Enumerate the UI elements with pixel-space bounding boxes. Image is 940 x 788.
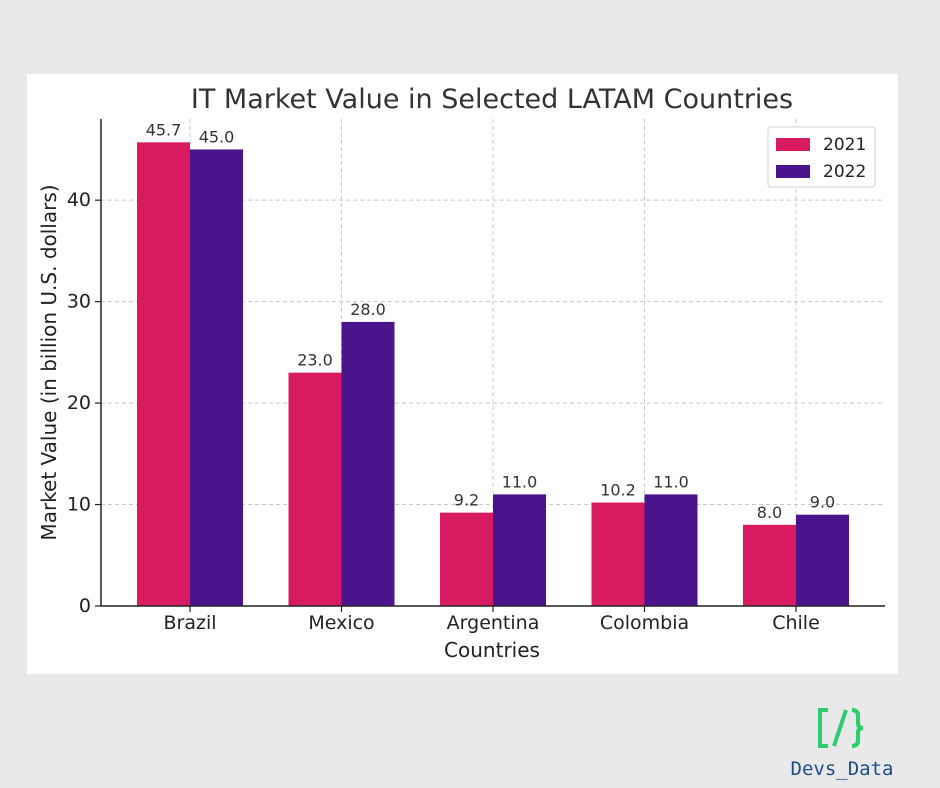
bar — [743, 524, 796, 606]
legend-label: 2021 — [823, 135, 866, 155]
bar-value-label: 9.2 — [454, 491, 479, 510]
bar-value-label: 23.0 — [297, 351, 333, 370]
bars — [137, 142, 849, 606]
brand-name: Devs_Data — [790, 758, 894, 780]
legend: 2021 2022 — [767, 126, 876, 188]
bar-chart: IT Market Value in Selected LATAM Countr… — [37, 84, 885, 662]
chart-card: IT Market Value in Selected LATAM Countr… — [27, 74, 898, 674]
bar — [493, 494, 546, 606]
y-tick-label: 10 — [67, 494, 91, 516]
bar — [796, 514, 849, 606]
x-tick-label: Mexico — [308, 612, 374, 634]
bar-value-label: 11.0 — [502, 472, 538, 491]
axes: 0 10 20 30 40 Brazil Mexico Argentina Colombia Ch… — [67, 119, 885, 634]
bar — [190, 149, 243, 606]
bar — [137, 142, 190, 606]
bar-value-label: 9.0 — [810, 493, 835, 512]
brand: Devs_Data — [780, 706, 904, 782]
code-brackets-slash-icon — [818, 708, 864, 748]
y-tick-label: 40 — [67, 189, 91, 211]
x-tick-label: Argentina — [447, 612, 540, 634]
x-tick-label: Colombia — [600, 612, 689, 634]
y-tick-label: 0 — [79, 595, 91, 617]
bar-value-labels: 45.7 45.0 23.0 28.0 9.2 11.0 10.2 11.0 8.0 9.0 — [146, 120, 836, 521]
bar-value-label: 28.0 — [350, 300, 386, 319]
y-tick-label: 30 — [67, 291, 91, 313]
bar-value-label: 10.2 — [600, 481, 636, 500]
y-tick-label: 20 — [67, 392, 91, 414]
chart-title: IT Market Value in Selected LATAM Countr… — [191, 84, 793, 115]
bar-value-label: 45.7 — [146, 120, 182, 139]
bar — [341, 321, 395, 606]
bar — [288, 372, 342, 606]
bar-value-label: 11.0 — [653, 472, 689, 491]
legend-label: 2022 — [823, 162, 866, 182]
x-axis-label: Countries — [444, 638, 540, 662]
x-tick-label: Brazil — [163, 612, 216, 634]
bar-value-label: 45.0 — [199, 127, 235, 146]
bar-value-label: 8.0 — [757, 503, 782, 522]
bar — [644, 494, 698, 606]
bar — [440, 512, 493, 606]
legend-swatch — [776, 165, 810, 178]
bar — [591, 502, 645, 606]
y-axis-label: Market Value (in billion U.S. dollars) — [37, 184, 61, 540]
legend-swatch — [776, 138, 810, 151]
x-tick-label: Chile — [772, 612, 820, 634]
